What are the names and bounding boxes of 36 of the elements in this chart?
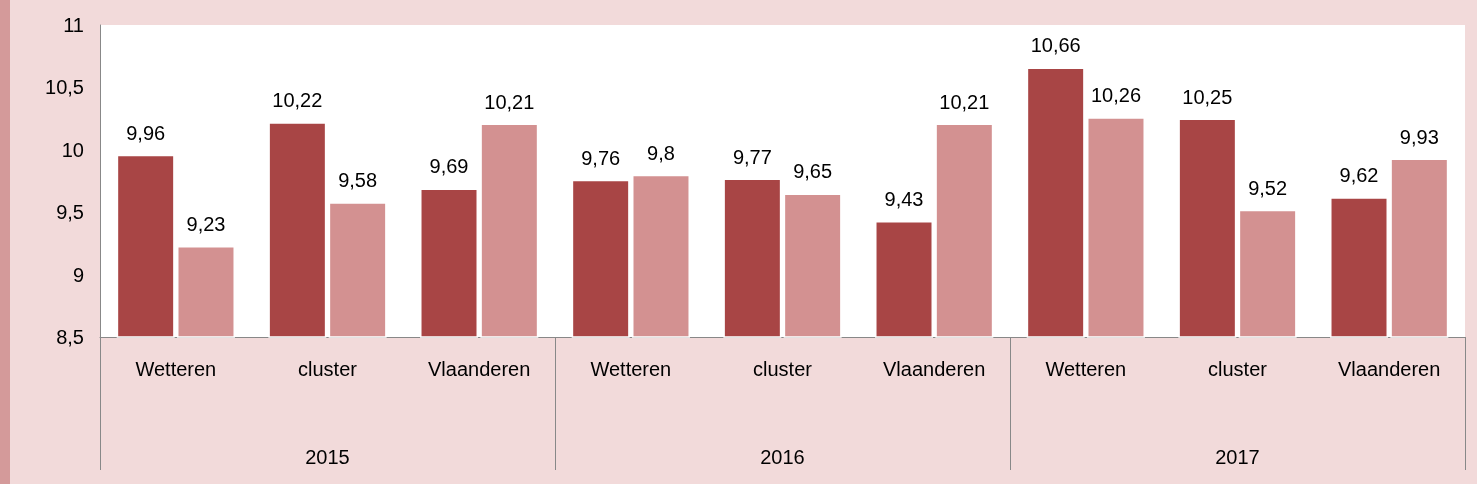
y-tick-label: 10,5: [45, 76, 84, 99]
data-label: 9,76: [581, 146, 621, 169]
data-label: 9,65: [793, 160, 833, 183]
x-tick-label: Vlaanderen: [883, 358, 986, 380]
data-label: 9,23: [186, 212, 226, 235]
data-label: 9,77: [732, 145, 772, 168]
data-label: 10,26: [1090, 84, 1142, 107]
y-tick-label: 11: [63, 14, 84, 36]
data-label: 10,21: [484, 90, 535, 113]
data-label: 9,8: [647, 141, 675, 164]
data-label: 9,96: [126, 121, 166, 144]
x-tick-label: Wetteren: [1045, 358, 1127, 380]
x-tick-label: cluster: [753, 358, 813, 380]
y-tick-label: 9: [72, 263, 84, 286]
data-label: 9,43: [884, 187, 924, 210]
x-tick-label: cluster: [1208, 358, 1268, 380]
data-label: 10,25: [1182, 85, 1233, 108]
data-label: 9,62: [1339, 164, 1379, 187]
y-tick-label: 9,5: [56, 201, 84, 224]
y-tick-label: 10: [61, 138, 84, 161]
data-label: 9,58: [338, 169, 378, 192]
text: 2017: [1215, 446, 1260, 468]
x-tick-label: Vlaanderen: [1338, 358, 1441, 380]
y-tick-label: 8,5: [56, 326, 84, 348]
data-label: 10,22: [272, 89, 323, 112]
text: 2016: [760, 446, 805, 468]
data-label: 10,66: [1030, 34, 1081, 57]
x-tick-label: Wetteren: [590, 358, 672, 380]
data-label: 9,93: [1399, 125, 1439, 148]
x-tick-label: cluster: [298, 358, 358, 380]
text: 2015: [305, 446, 350, 468]
data-label: 9,52: [1248, 176, 1288, 199]
data-label: 10,21: [939, 90, 990, 113]
x-tick-label: Vlaanderen: [428, 358, 531, 380]
data-label: 9,69: [429, 155, 469, 178]
x-tick-label: Wetteren: [135, 358, 217, 380]
